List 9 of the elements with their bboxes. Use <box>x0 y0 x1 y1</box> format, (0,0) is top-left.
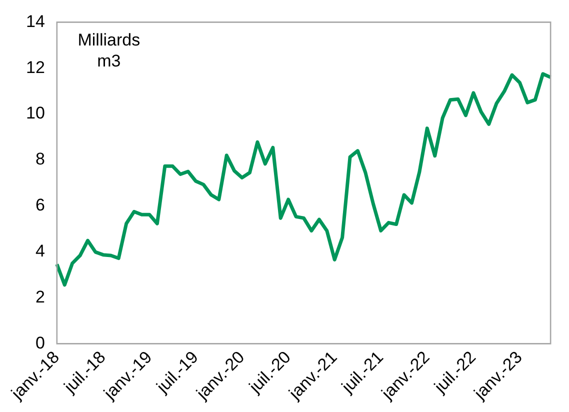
y-tick-label: 0 <box>35 333 45 352</box>
y-tick-label: 2 <box>35 287 45 306</box>
y-tick-label: 10 <box>26 104 45 123</box>
y-tick-label: 12 <box>26 58 45 77</box>
y-tick-label: 8 <box>35 150 45 169</box>
y-tick-label: 14 <box>26 12 45 31</box>
y-tick-label: 6 <box>35 196 45 215</box>
y-axis-title: Milliards m3 <box>78 30 140 70</box>
y-tick-label: 4 <box>35 242 45 261</box>
